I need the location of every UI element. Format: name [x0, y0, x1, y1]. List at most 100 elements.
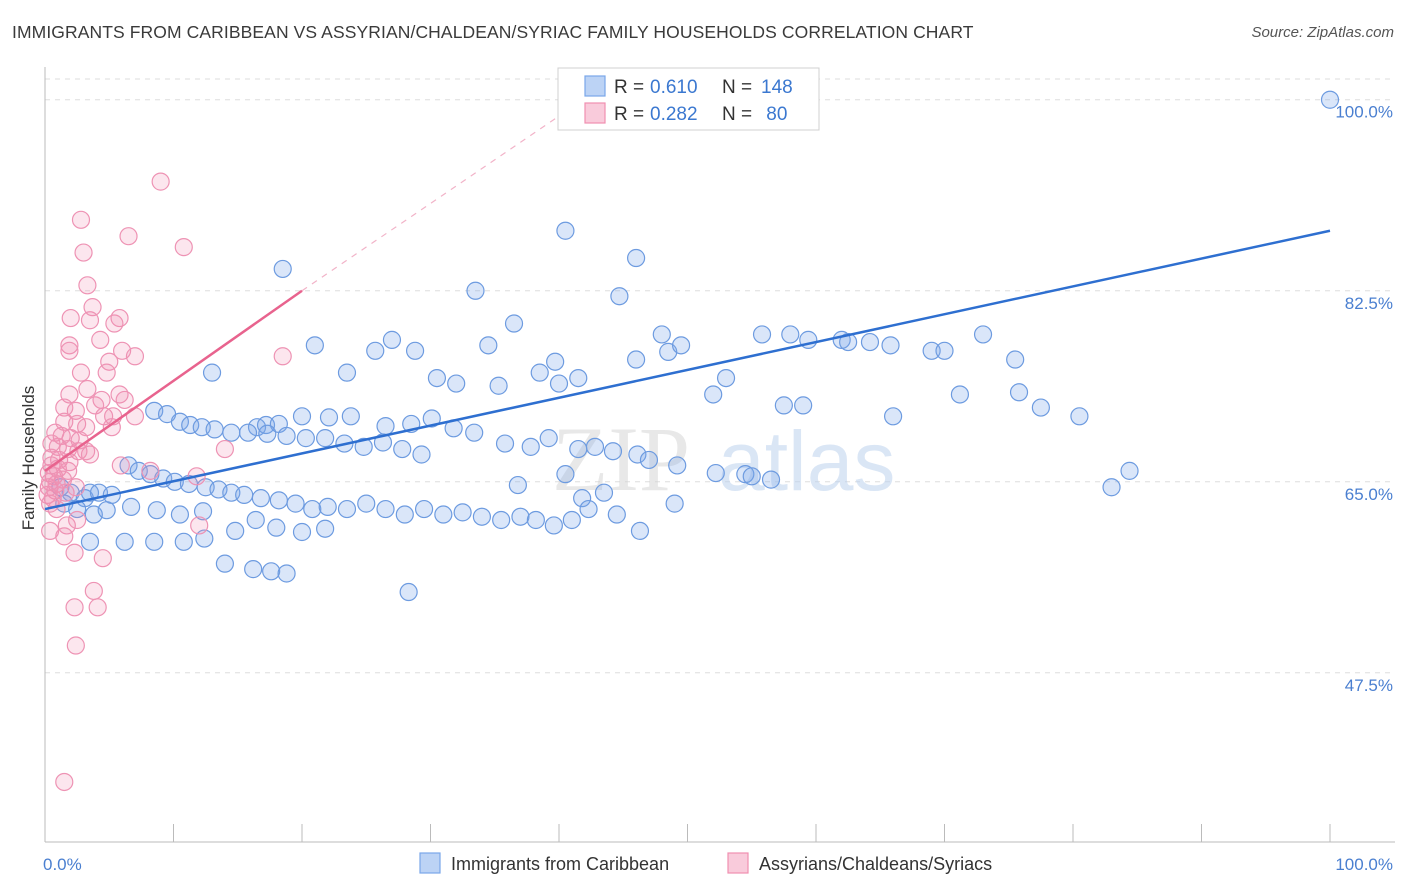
assyrian-point-10: [105, 314, 124, 333]
y-tick-labels: 47.5% 65.0% 82.5% 100.0%: [1335, 103, 1393, 695]
caribbean-point-28: [202, 363, 222, 382]
assyrian-point-21: [110, 385, 129, 404]
caribbean-point-86: [393, 439, 412, 459]
assyrian-point-33: [77, 418, 96, 437]
caribbean-point-24: [922, 341, 941, 360]
caribbean-point-40: [883, 407, 903, 426]
assyrian-point-2: [119, 227, 138, 246]
caribbean-point-34: [549, 374, 569, 393]
caribbean-point-25: [935, 341, 954, 360]
caribbean-point-135: [174, 532, 193, 551]
assyrian-point-64: [41, 521, 60, 541]
caribbean-point-87: [412, 445, 431, 464]
caribbean-point-103: [337, 499, 357, 519]
caribbean-point-143: [277, 564, 296, 583]
caribbean-point-61: [569, 439, 588, 459]
caribbean-point-4: [466, 281, 485, 300]
assyrian-point-79: [66, 478, 85, 497]
caribbean-point-73: [170, 412, 190, 431]
caribbean-point-149: [508, 475, 527, 495]
caribbean-point-100: [286, 494, 305, 513]
assyrian-point-13: [60, 341, 79, 360]
x-tick-label-0: 0.0%: [43, 855, 82, 874]
caribbean-point-111: [492, 510, 511, 530]
caribbean-point-129: [193, 502, 213, 521]
assyrian-point-15: [100, 352, 119, 371]
caribbean-point-146: [630, 521, 650, 541]
caribbean-point-85: [373, 433, 393, 452]
assyrian-point-66: [65, 543, 84, 562]
caribbean-point-17: [752, 325, 772, 344]
trend-extension-assyrian: [301, 93, 592, 292]
caribbean-point-14: [652, 325, 671, 344]
caribbean-point-52: [341, 407, 360, 426]
caribbean-point-35: [569, 368, 588, 388]
caribbean-point-128: [170, 505, 190, 524]
assyrian-point-34: [102, 418, 121, 437]
caribbean-point-141: [244, 560, 263, 579]
caribbean-point-36: [716, 368, 736, 388]
caribbean-point-33: [530, 363, 549, 382]
caribbean-point-21: [839, 332, 858, 352]
caribbean-point-42: [1009, 383, 1029, 402]
assyrian-point-11: [91, 330, 110, 349]
watermark-atlas: atlas: [718, 414, 895, 508]
caribbean-point-98: [251, 489, 270, 508]
caribbean-point-82: [316, 429, 335, 448]
assyrian-point-75: [215, 439, 234, 459]
caribbean-point-142: [262, 562, 281, 581]
caribbean-point-5: [610, 287, 629, 306]
caribbean-point-66: [668, 456, 687, 475]
caribbean-point-62: [585, 437, 605, 456]
caribbean-point-6: [504, 314, 524, 333]
caribbean-point-148: [556, 465, 575, 484]
assyrian-point-68: [65, 598, 84, 617]
series-assyrian: [38, 172, 292, 792]
caribbean-point-11: [479, 336, 498, 355]
caribbean-point-16: [671, 336, 691, 355]
assyrian-point-72: [55, 772, 74, 792]
y-axis-label: Family Households: [19, 386, 38, 531]
caribbean-point-88: [119, 456, 138, 475]
caribbean-point-18: [781, 325, 800, 344]
caribbean-point-134: [316, 519, 335, 538]
caribbean-point-74: [181, 415, 200, 435]
caribbean-point-69: [761, 470, 781, 489]
caribbean-point-137: [145, 532, 164, 551]
legend-n-pink: 80: [761, 104, 787, 125]
caribbean-point-99: [269, 491, 288, 510]
caribbean-point-13: [626, 350, 646, 369]
caribbean-point-127: [147, 501, 166, 520]
stats-legend: R = 0.610 N = 148 R = 0.282 N = 80: [557, 67, 820, 131]
caribbean-point-126: [121, 497, 141, 516]
assyrian-point-7: [61, 308, 80, 328]
caribbean-point-38: [774, 396, 793, 415]
caribbean-point-107: [414, 499, 434, 519]
assyrian-point-63: [68, 510, 87, 530]
assyrian-point-19: [97, 363, 116, 382]
caribbean-point-26: [973, 325, 993, 344]
bottom-legend-label-blue: Immigrants from Caribbean: [451, 854, 669, 874]
caribbean-point-125: [97, 501, 116, 520]
caribbean-point-23: [881, 336, 900, 355]
caribbean-point-77: [222, 423, 241, 442]
caribbean-point-60: [539, 429, 558, 448]
legend-swatch-pink: [584, 102, 606, 124]
assyrian-point-67: [93, 549, 112, 568]
caribbean-point-131: [246, 510, 265, 530]
x-tick-labels: 0.0% 100.0%: [43, 855, 1393, 874]
source-label: Source: ZipAtlas.com: [1251, 24, 1394, 41]
assyrian-point-26: [55, 398, 74, 417]
assyrian-point-0: [151, 172, 170, 191]
caribbean-point-115: [562, 510, 581, 530]
caribbean-point-109: [453, 503, 472, 522]
caribbean-point-9: [366, 341, 385, 360]
caribbean-point-102: [318, 497, 337, 516]
watermark-zip: ZIP: [552, 408, 690, 510]
caribbean-point-50: [292, 407, 312, 426]
assyrian-point-78: [141, 461, 160, 480]
y-tick-label-2: 82.5%: [1345, 294, 1393, 313]
caribbean-point-140: [215, 554, 234, 573]
assyrian-point-62: [57, 516, 76, 535]
legend-n-label-pink: N =: [722, 104, 752, 125]
